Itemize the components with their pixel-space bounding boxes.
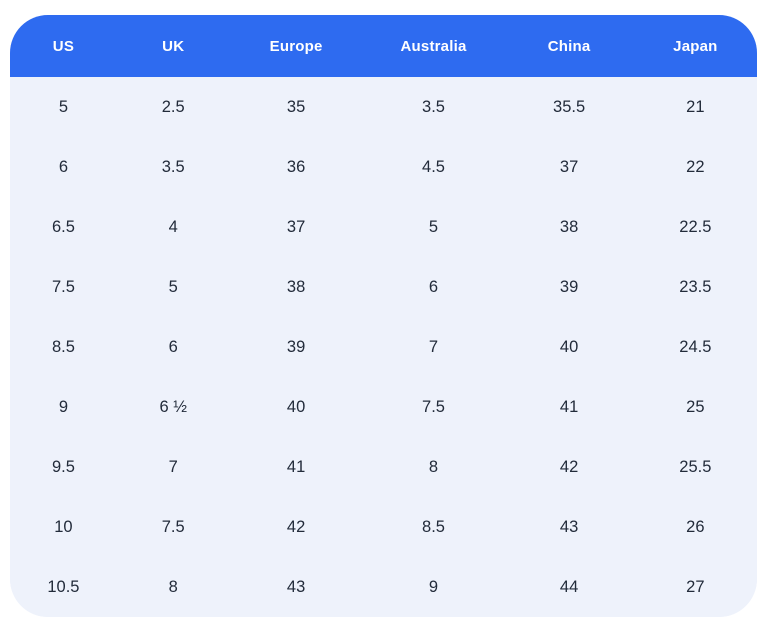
table-cell: 8.5 bbox=[10, 317, 117, 377]
table-cell: 42 bbox=[504, 437, 634, 497]
table-cell: 3.5 bbox=[362, 77, 505, 137]
table-cell: 27 bbox=[633, 557, 757, 617]
table-cell: 37 bbox=[504, 137, 634, 197]
table-cell: 2.5 bbox=[116, 77, 230, 137]
table-cell: 8 bbox=[362, 437, 505, 497]
table-row: 5 2.5 35 3.5 35.5 21 bbox=[10, 77, 757, 137]
table-cell: 43 bbox=[229, 557, 363, 617]
table-cell: 24.5 bbox=[633, 317, 757, 377]
table-cell: 6 bbox=[10, 137, 117, 197]
table-cell: 38 bbox=[229, 257, 363, 317]
table-cell: 40 bbox=[229, 377, 363, 437]
table-cell: 7.5 bbox=[10, 257, 117, 317]
table-row: 6 3.5 36 4.5 37 22 bbox=[10, 137, 757, 197]
table-cell: 3.5 bbox=[116, 137, 230, 197]
table-cell: 10.5 bbox=[10, 557, 117, 617]
table-cell: 5 bbox=[116, 257, 230, 317]
column-header-japan: Japan bbox=[633, 15, 757, 77]
table-cell: 6 ½ bbox=[116, 377, 230, 437]
table-cell: 9.5 bbox=[10, 437, 117, 497]
column-header-china: China bbox=[504, 15, 634, 77]
table-row: 6.5 4 37 5 38 22.5 bbox=[10, 197, 757, 257]
table-cell: 7 bbox=[116, 437, 230, 497]
table-body: 5 2.5 35 3.5 35.5 21 6 3.5 36 4.5 37 22 6.5 4 37 5 38 22.… bbox=[10, 77, 757, 617]
table-cell: 42 bbox=[229, 497, 363, 557]
table-cell: 8.5 bbox=[362, 497, 505, 557]
table-cell: 5 bbox=[10, 77, 117, 137]
table-cell: 44 bbox=[504, 557, 634, 617]
table-header: US UK Europe Australia China Japan bbox=[10, 15, 757, 77]
table-cell: 9 bbox=[362, 557, 505, 617]
table-cell: 41 bbox=[504, 377, 634, 437]
table-cell: 8 bbox=[116, 557, 230, 617]
size-conversion-table: US UK Europe Australia China Japan 5 2.5 3… bbox=[10, 15, 757, 617]
column-header-australia: Australia bbox=[362, 15, 505, 77]
table-cell: 21 bbox=[633, 77, 757, 137]
table-cell: 4 bbox=[116, 197, 230, 257]
table-cell: 41 bbox=[229, 437, 363, 497]
table-row: 10.5 8 43 9 44 27 bbox=[10, 557, 757, 617]
table-cell: 7.5 bbox=[362, 377, 505, 437]
column-header-uk: UK bbox=[116, 15, 230, 77]
table-row: 10 7.5 42 8.5 43 26 bbox=[10, 497, 757, 557]
table-cell: 39 bbox=[504, 257, 634, 317]
table-cell: 25.5 bbox=[633, 437, 757, 497]
column-header-us: US bbox=[10, 15, 117, 77]
table-cell: 25 bbox=[633, 377, 757, 437]
table-cell: 7 bbox=[362, 317, 505, 377]
table-cell: 9 bbox=[10, 377, 117, 437]
table-cell: 7.5 bbox=[116, 497, 230, 557]
table-row: 8.5 6 39 7 40 24.5 bbox=[10, 317, 757, 377]
column-header-europe: Europe bbox=[229, 15, 363, 77]
table-cell: 22 bbox=[633, 137, 757, 197]
table-cell: 37 bbox=[229, 197, 363, 257]
table-cell: 38 bbox=[504, 197, 634, 257]
table-cell: 4.5 bbox=[362, 137, 505, 197]
table-cell: 35.5 bbox=[504, 77, 634, 137]
table-row: 7.5 5 38 6 39 23.5 bbox=[10, 257, 757, 317]
table-cell: 26 bbox=[633, 497, 757, 557]
table-cell: 5 bbox=[362, 197, 505, 257]
table-cell: 43 bbox=[504, 497, 634, 557]
size-conversion-table-card: US UK Europe Australia China Japan 5 2.5 3… bbox=[10, 15, 757, 617]
table-row: 9.5 7 41 8 42 25.5 bbox=[10, 437, 757, 497]
table-cell: 22.5 bbox=[633, 197, 757, 257]
table-cell: 23.5 bbox=[633, 257, 757, 317]
table-cell: 6 bbox=[116, 317, 230, 377]
table-cell: 10 bbox=[10, 497, 117, 557]
table-cell: 6 bbox=[362, 257, 505, 317]
table-cell: 35 bbox=[229, 77, 363, 137]
header-row: US UK Europe Australia China Japan bbox=[10, 15, 757, 77]
table-cell: 40 bbox=[504, 317, 634, 377]
table-cell: 39 bbox=[229, 317, 363, 377]
table-cell: 36 bbox=[229, 137, 363, 197]
table-cell: 6.5 bbox=[10, 197, 117, 257]
